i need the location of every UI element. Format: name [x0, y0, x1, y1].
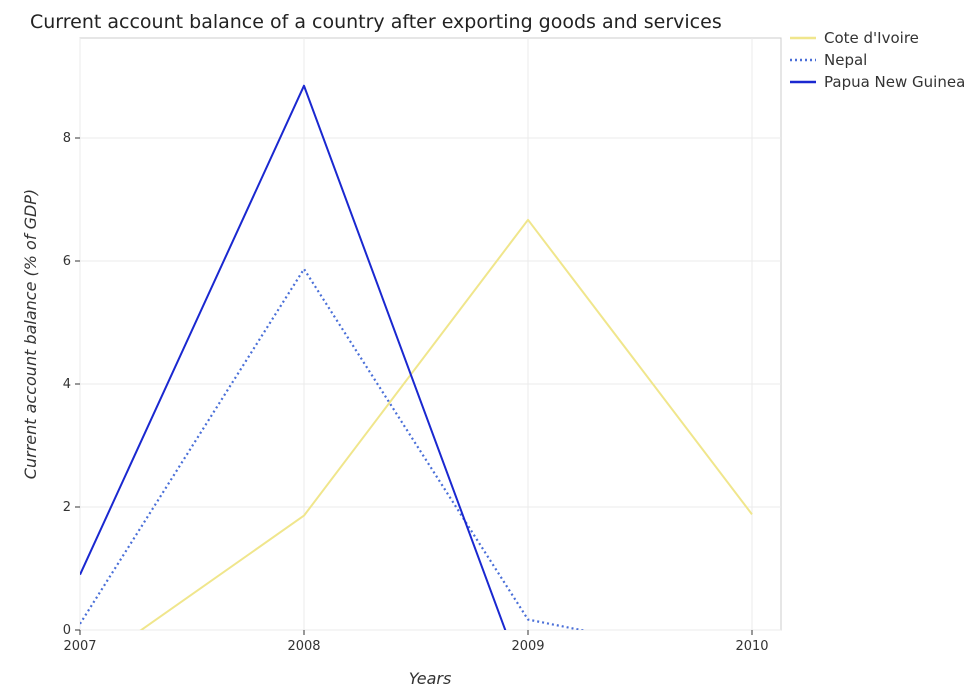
y-tick-label: 2	[63, 500, 71, 515]
y-axis-label: Current account balance (% of GDP)	[21, 189, 40, 479]
legend-label-1: Nepal	[824, 51, 867, 69]
x-tick-label: 2007	[63, 639, 96, 654]
legend-label-2: Papua New Guinea	[824, 73, 965, 91]
x-axis-ticks: 2007 2008 2009 2010	[63, 630, 768, 654]
x-tick-label: 2009	[511, 639, 544, 654]
legend-label-0: Cote d'Ivoire	[824, 29, 919, 47]
x-tick-label: 2008	[287, 639, 320, 654]
legend: Cote d'Ivoire Nepal Papua New Guinea	[790, 29, 965, 91]
x-axis-label: Years	[409, 669, 452, 688]
y-tick-label: 8	[63, 131, 71, 146]
y-tick-label: 6	[63, 254, 71, 269]
y-tick-label: 4	[63, 377, 71, 392]
x-tick-label: 2010	[735, 639, 768, 654]
y-tick-label: 0	[63, 623, 71, 638]
y-axis-ticks: 0 2 4 6 8	[63, 131, 80, 638]
chart-title: Current account balance of a country aft…	[30, 11, 722, 33]
plot-area	[80, 38, 781, 630]
